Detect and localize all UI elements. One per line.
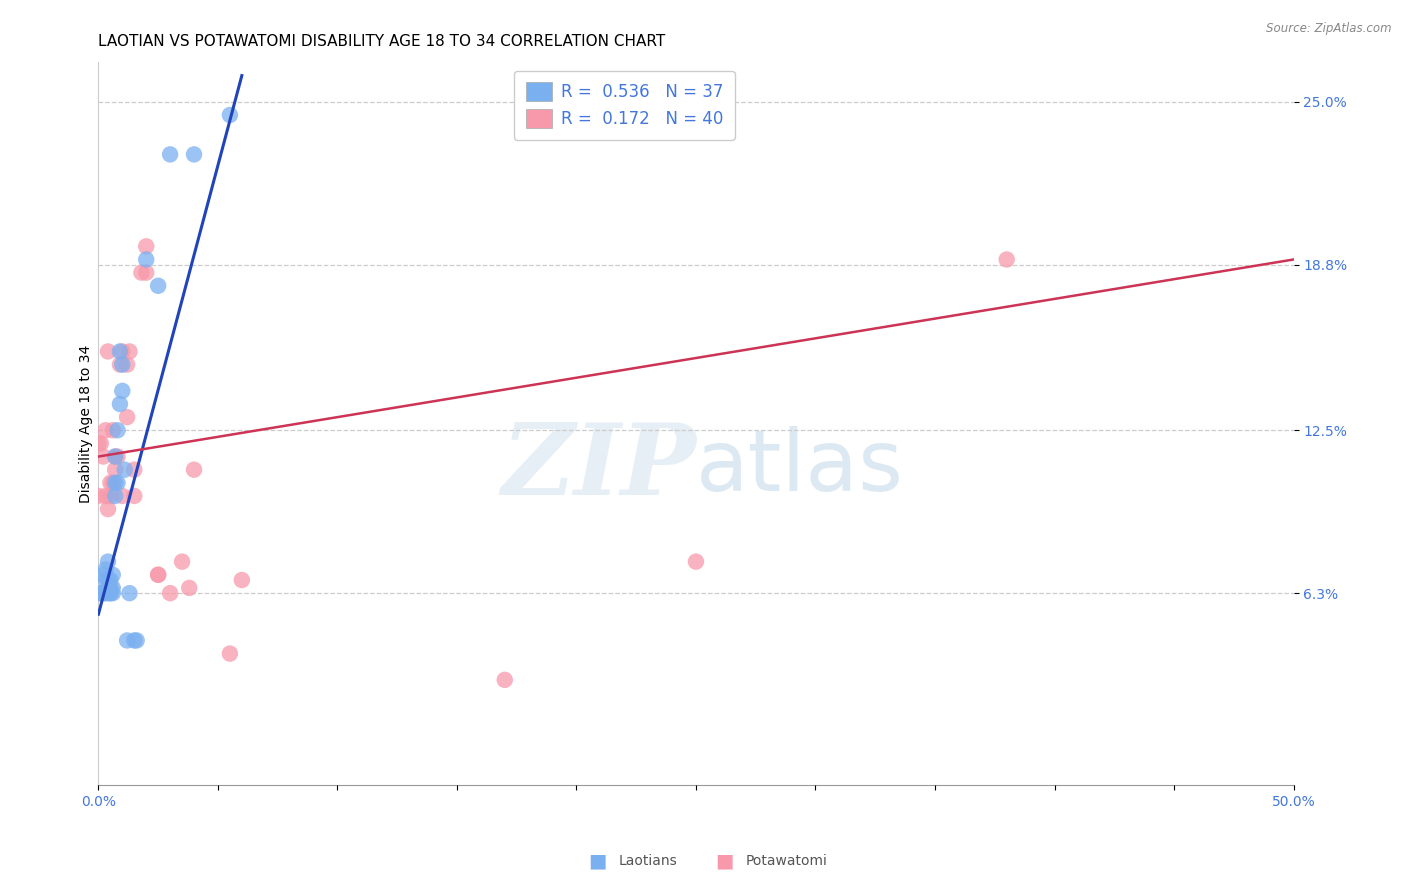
Point — [101, 581, 124, 595]
Point — [98, 475, 122, 490]
Point — [101, 586, 124, 600]
Point — [159, 586, 181, 600]
Point — [111, 344, 134, 359]
Point — [98, 581, 122, 595]
Point — [108, 397, 131, 411]
Point — [87, 436, 110, 450]
Point — [231, 573, 253, 587]
Point — [94, 562, 117, 576]
Point — [159, 147, 181, 161]
Point — [94, 586, 117, 600]
Point — [494, 673, 516, 687]
Point — [91, 586, 114, 600]
Point — [104, 475, 127, 490]
Point — [183, 147, 205, 161]
Point — [995, 252, 1018, 267]
Point — [115, 358, 138, 372]
Point — [107, 423, 129, 437]
Point — [91, 567, 114, 582]
Point — [97, 581, 120, 595]
Point — [685, 555, 707, 569]
Point — [135, 239, 157, 253]
Point — [172, 555, 194, 569]
Point — [125, 633, 148, 648]
Point — [111, 489, 134, 503]
Legend: R =  0.536   N = 37, R =  0.172   N = 40: R = 0.536 N = 37, R = 0.172 N = 40 — [515, 70, 734, 140]
Point — [219, 647, 242, 661]
Point — [101, 423, 124, 437]
Point — [111, 384, 134, 398]
Point — [148, 278, 170, 293]
Text: Potawatomi: Potawatomi — [745, 854, 827, 868]
Point — [90, 586, 112, 600]
Point — [97, 573, 120, 587]
Point — [111, 358, 134, 372]
Point — [98, 586, 122, 600]
Point — [104, 450, 127, 464]
Text: LAOTIAN VS POTAWATOMI DISABILITY AGE 18 TO 34 CORRELATION CHART: LAOTIAN VS POTAWATOMI DISABILITY AGE 18 … — [98, 34, 665, 49]
Point — [107, 475, 129, 490]
Text: Laotians: Laotians — [619, 854, 678, 868]
Point — [148, 567, 170, 582]
Point — [115, 633, 138, 648]
Point — [124, 489, 146, 503]
Point — [107, 450, 129, 464]
Point — [94, 489, 117, 503]
Point — [124, 633, 146, 648]
Point — [108, 358, 131, 372]
Point — [90, 586, 112, 600]
Text: ■: ■ — [714, 851, 734, 871]
Text: ZIP: ZIP — [501, 419, 696, 516]
Point — [114, 463, 136, 477]
Point — [97, 555, 120, 569]
Point — [104, 489, 127, 503]
Point — [101, 567, 124, 582]
Point — [135, 252, 157, 267]
Point — [91, 450, 114, 464]
Point — [183, 463, 205, 477]
Point — [124, 463, 146, 477]
Point — [219, 108, 242, 122]
Point — [87, 489, 110, 503]
Point — [90, 436, 112, 450]
Point — [101, 475, 124, 490]
Point — [104, 463, 127, 477]
Point — [148, 567, 170, 582]
Point — [98, 489, 122, 503]
Point — [135, 266, 157, 280]
Text: Source: ZipAtlas.com: Source: ZipAtlas.com — [1267, 22, 1392, 36]
Text: atlas: atlas — [696, 425, 904, 508]
Y-axis label: Disability Age 18 to 34: Disability Age 18 to 34 — [79, 344, 93, 503]
Point — [97, 502, 120, 516]
Point — [108, 344, 131, 359]
Point — [94, 423, 117, 437]
Point — [179, 581, 201, 595]
Point — [90, 586, 112, 600]
Text: ■: ■ — [588, 851, 607, 871]
Point — [94, 573, 117, 587]
Point — [97, 586, 120, 600]
Point — [104, 450, 127, 464]
Point — [565, 100, 588, 114]
Point — [118, 586, 141, 600]
Point — [115, 410, 138, 425]
Point — [118, 344, 141, 359]
Point — [98, 586, 122, 600]
Point — [91, 586, 114, 600]
Point — [131, 266, 153, 280]
Point — [98, 573, 122, 587]
Point — [97, 344, 120, 359]
